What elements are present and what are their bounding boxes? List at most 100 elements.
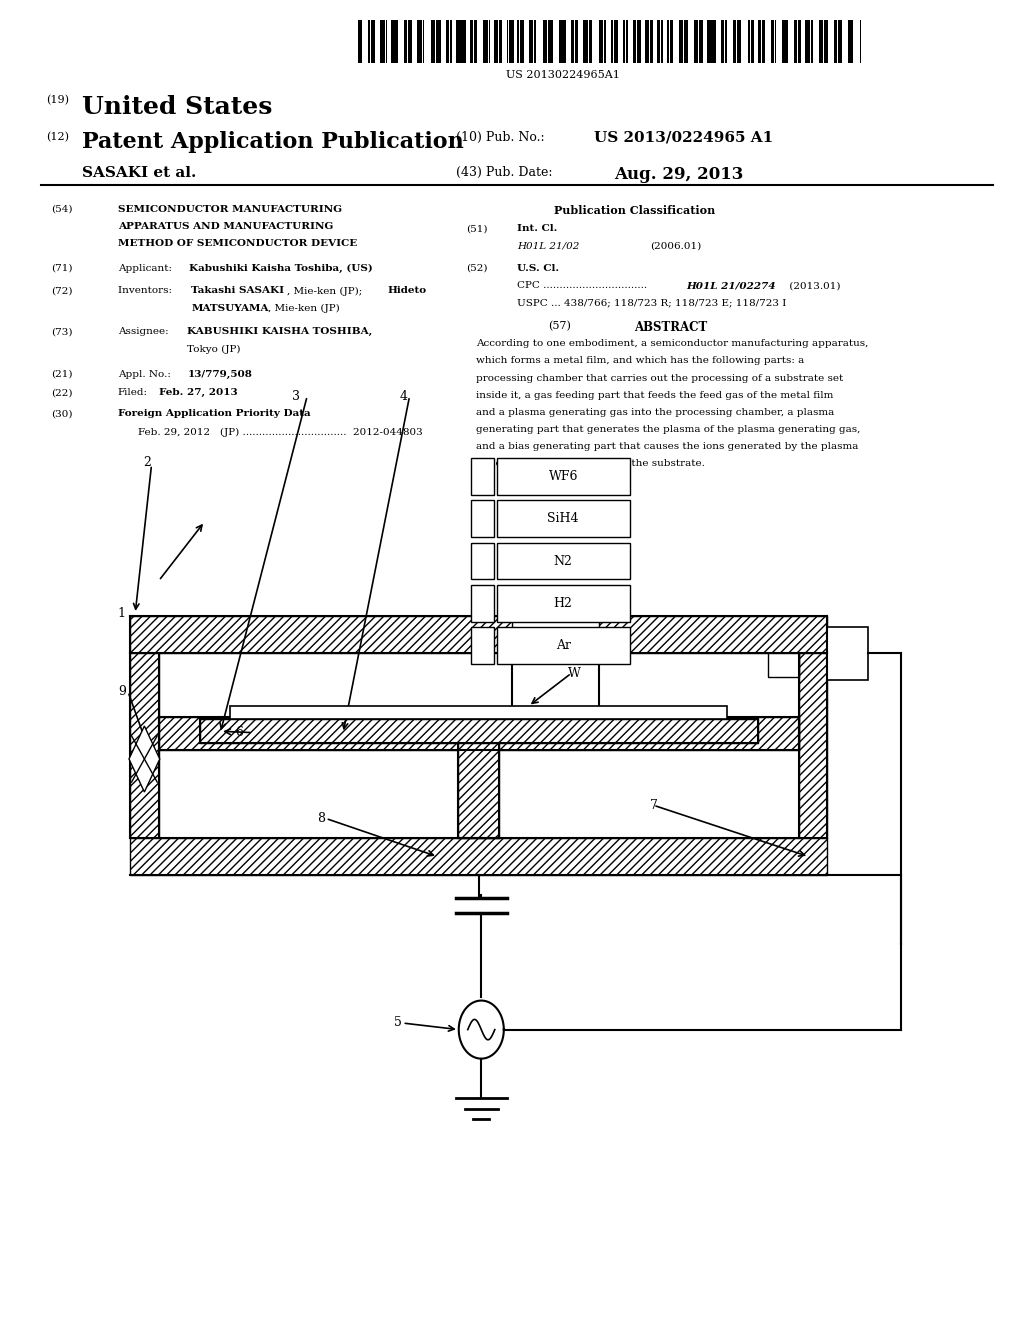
Bar: [471, 627, 494, 664]
Bar: [408, 20, 412, 63]
Text: (73): (73): [51, 327, 73, 337]
Bar: [752, 20, 754, 63]
Text: Tokyo (JP): Tokyo (JP): [187, 345, 241, 354]
Bar: [369, 20, 371, 63]
Text: Applicant:: Applicant:: [118, 264, 175, 273]
Text: (30): (30): [51, 409, 73, 418]
Bar: [827, 627, 868, 680]
Bar: [811, 20, 813, 63]
Text: CPC ................................: CPC ................................: [517, 281, 650, 290]
Text: (22): (22): [51, 388, 73, 397]
Bar: [795, 20, 798, 63]
Text: Inventors:: Inventors:: [118, 286, 175, 296]
Text: WF6: WF6: [549, 470, 578, 483]
Text: ABSTRACT: ABSTRACT: [634, 321, 708, 334]
Text: Assignee:: Assignee:: [118, 327, 172, 337]
Text: W: W: [568, 667, 582, 680]
Text: N2: N2: [554, 554, 572, 568]
Bar: [698, 20, 703, 63]
Text: Ar: Ar: [556, 639, 570, 652]
Bar: [395, 20, 398, 63]
Text: (10) Pub. No.:: (10) Pub. No.:: [456, 131, 545, 144]
Bar: [423, 20, 424, 63]
Bar: [589, 20, 593, 63]
Bar: [679, 20, 683, 63]
Bar: [497, 585, 630, 622]
Text: H01L 21/02274: H01L 21/02274: [686, 281, 776, 290]
Bar: [507, 20, 508, 63]
Text: 8: 8: [317, 812, 326, 825]
Text: Patent Application Publication: Patent Application Publication: [82, 131, 464, 153]
Bar: [380, 20, 385, 63]
Text: US 2013/0224965 A1: US 2013/0224965 A1: [594, 131, 773, 145]
Text: 1: 1: [118, 607, 126, 620]
Text: USPC ... 438/766; 118/723 R; 118/723 E; 118/723 I: USPC ... 438/766; 118/723 R; 118/723 E; …: [517, 298, 786, 308]
Bar: [470, 20, 473, 63]
Text: (21): (21): [51, 370, 73, 379]
Bar: [570, 20, 574, 63]
Text: 9: 9: [118, 685, 126, 698]
Bar: [391, 20, 394, 63]
Bar: [614, 20, 617, 63]
Text: inside it, a gas feeding part that feeds the feed gas of the metal film: inside it, a gas feeding part that feeds…: [476, 391, 834, 400]
Bar: [563, 20, 566, 63]
Text: and a plasma generating gas into the processing chamber, a plasma: and a plasma generating gas into the pro…: [476, 408, 835, 417]
Text: (19): (19): [46, 95, 69, 106]
Bar: [645, 20, 649, 63]
Text: (71): (71): [51, 264, 73, 273]
Text: Hideto: Hideto: [387, 286, 426, 296]
Bar: [471, 585, 494, 622]
Bar: [623, 20, 625, 63]
Bar: [417, 20, 422, 63]
Text: APPARATUS AND MANUFACTURING: APPARATUS AND MANUFACTURING: [118, 222, 333, 231]
Bar: [785, 20, 788, 63]
Bar: [771, 20, 774, 63]
Bar: [824, 20, 828, 63]
Text: Aug. 29, 2013: Aug. 29, 2013: [614, 166, 743, 183]
Bar: [748, 20, 751, 63]
Text: Appl. No.:: Appl. No.:: [118, 370, 174, 379]
Text: 4: 4: [399, 389, 408, 403]
Text: US 20130224965A1: US 20130224965A1: [506, 70, 621, 81]
Bar: [534, 20, 537, 63]
Bar: [559, 20, 562, 63]
Text: (51): (51): [466, 224, 487, 234]
Text: which forms a metal film, and which has the following parts: a: which forms a metal film, and which has …: [476, 356, 805, 366]
Bar: [543, 20, 547, 63]
Text: generating part to impact on the substrate.: generating part to impact on the substra…: [476, 459, 706, 469]
Bar: [650, 20, 653, 63]
Bar: [637, 20, 641, 63]
Bar: [838, 20, 842, 63]
Bar: [200, 719, 758, 743]
Text: 6: 6: [236, 726, 244, 739]
Bar: [500, 20, 502, 63]
Bar: [517, 20, 519, 63]
Bar: [774, 20, 776, 63]
Bar: [668, 20, 669, 63]
Text: , Mie-ken (JP);: , Mie-ken (JP);: [287, 286, 366, 296]
Bar: [159, 717, 799, 750]
Text: (12): (12): [46, 132, 69, 143]
Text: Foreign Application Priority Data: Foreign Application Priority Data: [118, 409, 310, 418]
Bar: [497, 543, 630, 579]
Bar: [130, 616, 512, 653]
Bar: [684, 20, 688, 63]
Text: MATSUYAMA: MATSUYAMA: [191, 304, 269, 313]
Text: 7: 7: [650, 799, 658, 812]
Polygon shape: [129, 726, 160, 792]
Text: Publication Classification: Publication Classification: [554, 205, 716, 215]
Bar: [436, 20, 440, 63]
Text: and a bias generating part that causes the ions generated by the plasma: and a bias generating part that causes t…: [476, 442, 858, 451]
Bar: [403, 20, 408, 63]
Text: (2006.01): (2006.01): [650, 242, 701, 251]
Bar: [456, 20, 461, 63]
Bar: [851, 20, 853, 63]
Text: , Mie-ken (JP): , Mie-ken (JP): [268, 304, 340, 313]
Bar: [670, 20, 673, 63]
Bar: [733, 20, 736, 63]
Bar: [497, 500, 630, 537]
Text: 5: 5: [394, 1016, 402, 1030]
Bar: [446, 20, 449, 63]
Text: processing chamber that carries out the processing of a substrate set: processing chamber that carries out the …: [476, 374, 844, 383]
Text: Filed:: Filed:: [118, 388, 147, 397]
